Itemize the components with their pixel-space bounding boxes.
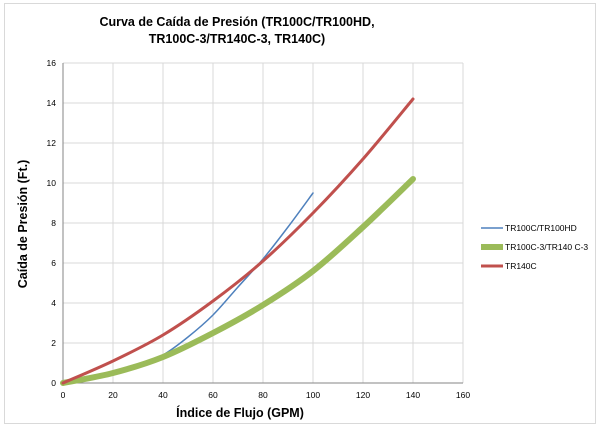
y-tick-label: 12 (47, 138, 57, 148)
chart-title: Curva de Caída de Presión (TR100C/TR100H… (99, 15, 374, 46)
x-tick-label: 100 (306, 390, 320, 400)
y-tick-label: 14 (47, 98, 57, 108)
x-tick-label: 0 (61, 390, 66, 400)
legend-label: TR100C-3/TR140 C-3 (505, 242, 588, 252)
series-line-2 (61, 97, 415, 385)
y-tick-label: 4 (51, 298, 56, 308)
x-tick-label: 80 (258, 390, 268, 400)
y-tick-label: 0 (51, 378, 56, 388)
pressure-drop-chart: Curva de Caída de Presión (TR100C/TR100H… (16, 15, 588, 420)
y-tick-label: 6 (51, 258, 56, 268)
y-tick-label: 2 (51, 338, 56, 348)
chart-title-line: TR100C-3/TR140C-3, TR140C) (149, 32, 325, 46)
series-line-1 (60, 176, 416, 386)
grid (62, 62, 464, 384)
y-tick-label: 16 (47, 58, 57, 68)
x-tick-label: 120 (356, 390, 370, 400)
axes (62, 63, 463, 384)
legend-label: TR100C/TR100HD (505, 223, 577, 233)
tick-labels: 0 20 40 60 80 100 120 140 160 0 2 4 6 8 10 12 14 16 (47, 58, 471, 400)
y-axis-label: Caída de Presión (Ft.) (16, 160, 30, 289)
x-tick-label: 60 (208, 390, 218, 400)
y-tick-label: 8 (51, 218, 56, 228)
x-tick-label: 140 (406, 390, 420, 400)
series-line-0 (62, 192, 314, 384)
chart-frame: Curva de Caída de Presión (TR100C/TR100H… (4, 3, 596, 424)
series-lines (60, 97, 416, 386)
x-tick-label: 20 (108, 390, 118, 400)
y-tick-label: 10 (47, 178, 57, 188)
x-tick-label: 160 (456, 390, 470, 400)
x-axis-label: Índice de Flujo (GPM) (176, 405, 304, 420)
legend: TR100C/TR100HD TR100C-3/TR140 C-3 TR140C (481, 223, 588, 271)
x-tick-label: 40 (158, 390, 168, 400)
chart-title-line: Curva de Caída de Presión (TR100C/TR100H… (99, 15, 374, 29)
legend-label: TR140C (505, 261, 537, 271)
